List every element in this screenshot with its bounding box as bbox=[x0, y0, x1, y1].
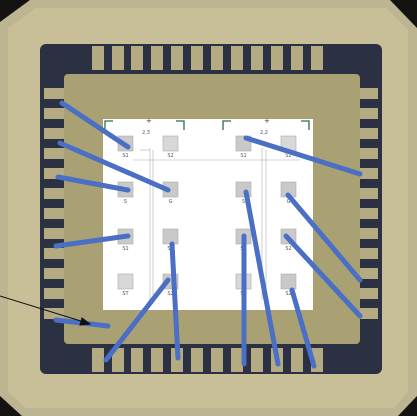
corner-brackets bbox=[104, 120, 310, 130]
finger-top bbox=[291, 46, 303, 70]
finger-right bbox=[356, 148, 378, 159]
finger-bottom bbox=[231, 348, 243, 372]
finger-left bbox=[44, 268, 66, 279]
finger-top bbox=[251, 46, 263, 70]
bond-wire bbox=[243, 135, 363, 177]
finger-right bbox=[356, 268, 378, 279]
bond-wire bbox=[283, 233, 363, 319]
pad-label-top: 2,2 bbox=[260, 130, 268, 136]
trace-lines bbox=[133, 148, 300, 300]
pad-label: S2 bbox=[167, 291, 173, 297]
finger-right bbox=[356, 288, 378, 299]
pad-label: S2 bbox=[167, 153, 173, 159]
pad-label: S2 bbox=[285, 246, 291, 252]
bond-wire bbox=[59, 100, 131, 150]
finger-top bbox=[231, 46, 243, 70]
pad-label: S1 bbox=[240, 153, 246, 159]
pad-label: S2 bbox=[285, 153, 291, 159]
chip-layout bbox=[103, 119, 313, 310]
finger-left bbox=[44, 248, 66, 259]
finger-top bbox=[131, 46, 143, 70]
bond-wire bbox=[103, 277, 171, 363]
finger-top bbox=[92, 46, 104, 70]
pad-label: S bbox=[242, 199, 245, 205]
pad-label-top: 2,3 bbox=[142, 130, 150, 136]
finger-left bbox=[44, 228, 66, 239]
bond-pad bbox=[117, 273, 134, 290]
pad-label: S bbox=[124, 199, 127, 205]
bond-wire bbox=[55, 174, 131, 193]
finger-bottom bbox=[112, 348, 124, 372]
finger-top bbox=[311, 46, 323, 70]
finger-top bbox=[211, 46, 223, 70]
bond-fingers bbox=[44, 46, 378, 372]
finger-bottom bbox=[92, 348, 104, 372]
finger-left bbox=[44, 288, 66, 299]
bond-pads: S12,3S2SGS1S2STS2S12,2S2SGS1S2STS2 bbox=[117, 130, 297, 297]
finger-right bbox=[356, 88, 378, 99]
finger-right bbox=[356, 208, 378, 219]
pad-label: G bbox=[169, 199, 173, 205]
finger-bottom bbox=[211, 348, 223, 372]
finger-right bbox=[356, 168, 378, 179]
pad-label: G bbox=[287, 199, 291, 205]
pad-label: ST bbox=[122, 291, 129, 297]
finger-left bbox=[44, 88, 66, 99]
finger-right bbox=[356, 188, 378, 199]
bond-pad bbox=[162, 135, 179, 152]
bond-wire bbox=[57, 140, 171, 193]
finger-bottom bbox=[131, 348, 143, 372]
finger-right bbox=[356, 108, 378, 119]
finger-bottom bbox=[151, 348, 163, 372]
finger-left bbox=[44, 208, 66, 219]
bond-pad bbox=[162, 228, 179, 245]
finger-bottom bbox=[291, 348, 303, 372]
finger-left bbox=[44, 168, 66, 179]
bond-wire bbox=[243, 189, 281, 367]
plus-mark-right: + bbox=[264, 117, 270, 125]
pad-label: S2 bbox=[285, 291, 291, 297]
finger-bottom bbox=[251, 348, 263, 372]
finger-bottom bbox=[191, 348, 203, 372]
finger-top bbox=[151, 46, 163, 70]
finger-left bbox=[44, 108, 66, 119]
finger-top bbox=[112, 46, 124, 70]
finger-left bbox=[44, 188, 66, 199]
pad-label: S1 bbox=[122, 246, 128, 252]
bond-pad bbox=[280, 273, 297, 290]
finger-right bbox=[356, 128, 378, 139]
pad-label: S1 bbox=[122, 153, 128, 159]
finger-top bbox=[171, 46, 183, 70]
bond-wire bbox=[53, 233, 131, 249]
finger-left bbox=[44, 128, 66, 139]
finger-top bbox=[191, 46, 203, 70]
finger-right bbox=[356, 248, 378, 259]
finger-left bbox=[44, 148, 66, 159]
finger-right bbox=[356, 308, 378, 319]
bond-wire bbox=[169, 241, 181, 361]
finger-right bbox=[356, 228, 378, 239]
finger-top bbox=[271, 46, 283, 70]
bond-wire bbox=[289, 287, 317, 369]
bond-wire bbox=[285, 192, 363, 283]
pointer-arrow bbox=[0, 295, 92, 326]
plus-mark-left: + bbox=[146, 117, 152, 125]
